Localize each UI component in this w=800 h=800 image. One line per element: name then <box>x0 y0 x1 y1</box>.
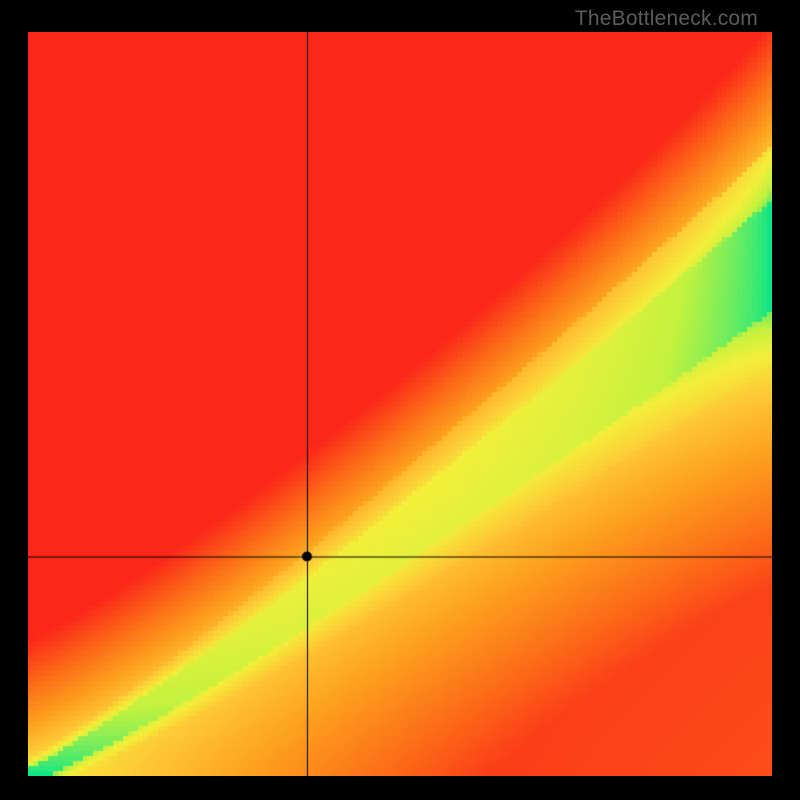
bottleneck-heatmap <box>28 32 772 776</box>
watermark-text: TheBottleneck.com <box>575 7 758 31</box>
